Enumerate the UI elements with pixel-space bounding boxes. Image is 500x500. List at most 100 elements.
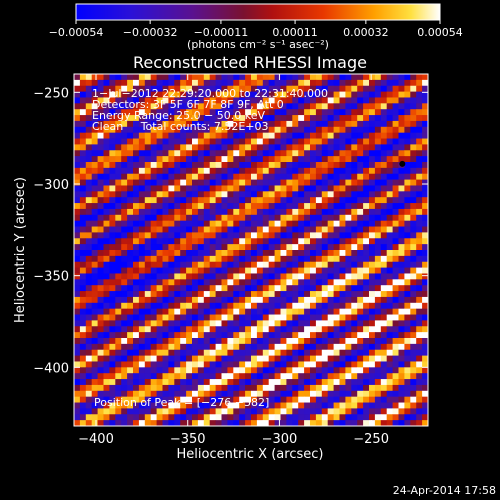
heatmap-cell [138,191,146,198]
heatmap-cell [221,132,228,139]
heatmap-cell [192,314,199,321]
heatmap-cell [138,302,146,310]
heatmap-cell [91,308,98,315]
heatmap-cell [103,150,110,157]
heatmap-cell [186,144,193,151]
heatmap-cell [121,132,128,139]
heatmap-cell [221,173,228,180]
heatmap-cell [398,396,405,403]
heatmap-cell [233,308,240,315]
heatmap-cell [156,320,163,327]
heatmap-cell [97,150,104,157]
heatmap-cell [398,132,405,139]
heatmap-cell [416,343,423,351]
heatmap-cell [380,408,388,415]
heatmap-cell [333,144,340,151]
heatmap-cell [215,373,222,380]
heatmap-cell [380,390,388,398]
heatmap-cell [162,273,169,280]
heatmap-cell [233,97,240,104]
heatmap-cell [315,338,323,345]
heatmap-cell [168,185,175,192]
heatmap-cell [85,414,93,421]
heatmap-cell [251,420,258,426]
heatmap-cell [168,314,175,321]
heatmap-cell [292,379,299,386]
heatmap-cell [156,132,163,139]
heatmap-cell [121,414,128,421]
heatmap-cell [91,74,98,81]
heatmap-cell [209,367,216,374]
heatmap-cell [345,414,352,421]
heatmap-cell [156,308,163,315]
heatmap-cell [138,232,146,239]
heatmap-cell [256,373,264,380]
heatmap-cell [339,373,346,380]
heatmap-cell [79,379,87,386]
heatmap-cell [209,138,216,145]
heatmap-cell [209,191,216,198]
heatmap-cell [315,273,323,280]
heatmap-cell [186,244,193,251]
heatmap-cell [369,285,376,292]
heatmap-cell [392,144,399,151]
heatmap-cell [168,150,175,157]
heatmap-cell [138,179,146,186]
heatmap-cell [245,326,252,333]
heatmap-cell [392,285,399,292]
heatmap-cell [144,226,152,233]
heatmap-cell [97,115,104,122]
heatmap-cell [286,367,293,374]
heatmap-cell [115,115,122,122]
heatmap-cell [168,120,175,128]
heatmap-cell [144,132,152,139]
heatmap-cell [192,79,199,87]
heatmap-cell [221,308,228,315]
heatmap-cell [321,255,329,263]
heatmap-cell [180,273,187,280]
heatmap-cell [144,179,152,186]
heatmap-cell [133,97,140,104]
heatmap-cell [192,255,199,263]
heatmap-cell [422,390,428,398]
heatmap-cell [386,203,393,210]
heatmap-cell [392,332,399,339]
heatmap-cell [85,238,93,245]
heatmap-cell [239,291,246,298]
heatmap-cell [380,232,388,239]
heatmap-cell [268,367,275,374]
heatmap-cell [380,279,388,286]
heatmap-cell [97,367,104,374]
heatmap-cell [186,408,193,415]
heatmap-cell [150,167,157,175]
heatmap-cell [233,91,240,98]
heatmap-cell [374,91,382,98]
heatmap-cell [374,291,382,298]
heatmap-cell [203,402,211,409]
heatmap-cell [398,255,405,263]
heatmap-cell [339,396,346,403]
heatmap-cell [351,162,358,169]
heatmap-cell [74,85,81,92]
heatmap-cell [304,390,311,398]
heatmap-cell [304,126,311,134]
heatmap-cell [315,349,323,356]
heatmap-cell [174,244,181,251]
heatmap-cell [74,115,81,122]
heatmap-cell [304,267,311,274]
heatmap-cell [410,296,417,304]
heatmap-cell [103,396,110,403]
heatmap-cell [351,103,358,110]
heatmap-cell [127,109,134,116]
heatmap-cell [227,167,234,175]
heatmap-cell [103,296,110,304]
heatmap-cell [404,326,411,333]
heatmap-cell [180,214,187,222]
heatmap-cell [251,79,258,87]
heatmap-cell [215,109,222,116]
heatmap-cell [410,91,417,98]
y-tick-label: −250 [33,86,69,101]
heatmap-cell [239,97,246,104]
heatmap-cell [209,261,216,268]
heatmap-cell [97,173,104,180]
